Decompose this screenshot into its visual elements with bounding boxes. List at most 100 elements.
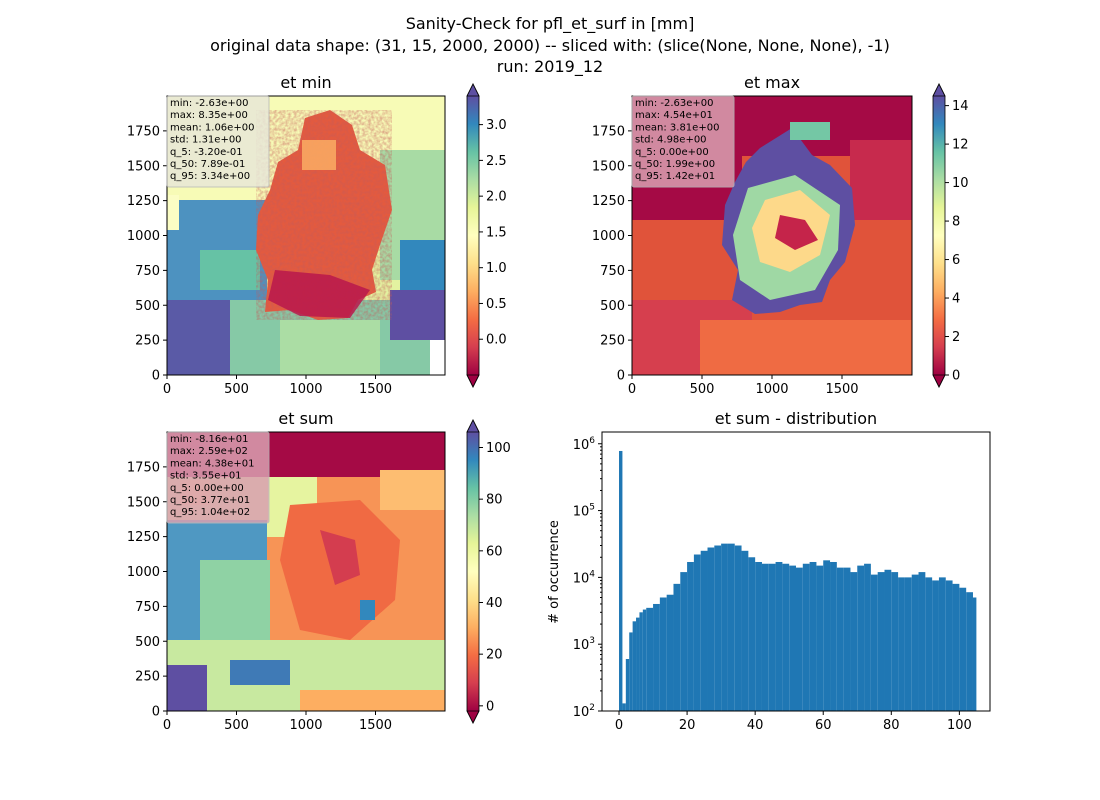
histogram-bars	[619, 450, 977, 711]
colorbar-tick-label: 0	[486, 699, 494, 714]
panel-et-max: et max 0 500 1000 1500 0 250 500 750 1000 1250 15…	[592, 73, 969, 397]
y-tick-label: 0	[152, 705, 160, 720]
y-tick-label: 1750	[127, 460, 160, 475]
y-tick-label: 750	[135, 264, 160, 279]
histogram-bar	[836, 567, 844, 711]
histogram-bar	[721, 543, 728, 711]
x-tick-label: 1000	[755, 382, 788, 397]
colorbar-gradient	[467, 432, 479, 711]
y-tick-label: 1500	[127, 159, 160, 174]
x-axis-ticks: 0 500 1000 1500	[163, 711, 392, 733]
y-tick-base: 10	[573, 438, 590, 453]
colorbar-tick-label: 12	[952, 138, 969, 153]
y-tick-label: 0	[152, 369, 160, 384]
stats-line: std: 1.31e+00	[170, 135, 242, 146]
colorbar-tick-label: 8	[952, 215, 960, 230]
colorbar-extend-min	[466, 374, 480, 388]
colorbar-tick-label: 2	[952, 330, 960, 345]
stats-line: q_5: 0.00e+00	[635, 147, 709, 158]
histogram-bar	[761, 563, 769, 711]
figure-title-line-2: original data shape: (31, 15, 2000, 2000…	[210, 36, 890, 55]
y-tick-label: 1000	[592, 229, 625, 244]
histogram-bar	[857, 565, 865, 711]
histogram-bar	[830, 561, 837, 711]
panel-et-sum: et sum 0 500 1000 1500 02505007501000125015…	[127, 409, 511, 733]
histogram-bar	[802, 563, 810, 711]
colorbar: 0 20 40 60 80 100	[466, 419, 511, 724]
stats-line: q_5: -3.20e-01	[170, 147, 243, 158]
y-tick-label: 1250	[127, 530, 160, 545]
histogram-bar	[734, 545, 742, 711]
x-tick-label: 0	[163, 718, 171, 733]
stats-box-background	[166, 95, 270, 188]
colorbar-tick-label: 60	[486, 544, 503, 559]
stats-line: mean: 1.06e+00	[170, 122, 254, 133]
y-tick-label: 102	[573, 703, 595, 720]
histogram-bar	[666, 594, 674, 711]
colorbar-tick-label: 20	[486, 648, 503, 663]
histogram-bar	[918, 572, 926, 711]
stats-line: max: 2.59e+02	[170, 446, 248, 457]
heatmap-et-max	[632, 96, 912, 375]
colorbar-tick-label: 80	[486, 493, 503, 508]
colorbar-gradient	[933, 96, 945, 375]
histogram-bar	[877, 572, 885, 711]
y-tick-exponent: 2	[589, 703, 595, 713]
histogram-bar	[870, 574, 878, 711]
x-tick-label: 0	[615, 718, 623, 733]
histogram-bar	[775, 561, 783, 711]
x-tick-label: 100	[947, 718, 972, 733]
colorbar-tick-label: 4	[952, 292, 960, 307]
x-tick-label: 60	[815, 718, 832, 733]
histogram-bar	[966, 592, 973, 711]
stats-line: q_95: 1.04e+02	[170, 507, 250, 518]
colorbar-extend-max	[932, 83, 946, 97]
colorbar-tick-label: 0.5	[486, 297, 507, 312]
histogram-bar	[755, 561, 762, 711]
y-tick-label: 500	[600, 299, 625, 314]
panel-et-sum-distribution: et sum - distribution 0 20 40 60 80 100 10210…	[547, 409, 991, 733]
stats-line: max: 4.54e+01	[635, 110, 713, 121]
y-tick-label: 250	[135, 334, 160, 349]
histogram-bar	[693, 554, 701, 711]
x-tick-label: 40	[747, 718, 764, 733]
histogram-bar	[904, 577, 912, 711]
stats-line: q_95: 3.34e+00	[170, 171, 250, 182]
x-tick-label: 500	[224, 718, 249, 733]
histogram-bar	[639, 612, 643, 711]
y-tick-base: 10	[573, 571, 590, 586]
y-tick-label: 1500	[592, 159, 625, 174]
histogram-bar	[843, 567, 851, 711]
x-tick-label: 1500	[359, 382, 392, 397]
colorbar-tick-label: 1.0	[486, 261, 507, 276]
x-tick-label: 500	[224, 382, 249, 397]
y-tick-exponent: 3	[589, 636, 595, 646]
y-tick-label: 103	[573, 636, 595, 653]
histogram-bar	[925, 577, 933, 711]
colorbar: 0.0 0.5 1.0 1.5 2.0 2.5 3.0	[466, 83, 507, 388]
histogram-bar	[823, 560, 831, 711]
histogram-bar	[809, 561, 817, 711]
x-tick-label: 1500	[359, 718, 392, 733]
histogram-bar	[945, 580, 953, 711]
histogram-bar	[700, 550, 708, 711]
histogram-bar	[727, 543, 735, 711]
stats-line: min: -2.63e+00	[170, 98, 249, 109]
colorbar-gradient	[467, 96, 479, 375]
colorbar-tick-label: 2.0	[486, 190, 507, 205]
figure-title-line-1: Sanity-Check for pfl_et_surf in [mm]	[406, 14, 695, 34]
stats-line: max: 8.35e+00	[170, 110, 248, 121]
x-tick-label: 1000	[289, 718, 322, 733]
stats-line: q_95: 1.42e+01	[635, 171, 715, 182]
x-tick-label: 1500	[825, 382, 858, 397]
panel-title-et-min: et min	[280, 73, 331, 92]
colorbar-extend-max	[466, 83, 480, 97]
y-tick-label: 0	[617, 369, 625, 384]
histogram-bar	[625, 659, 630, 711]
histogram-bar	[622, 703, 626, 711]
histogram-bar	[632, 621, 637, 711]
panel-title-et-sum: et sum	[278, 409, 333, 428]
stats-line: q_5: 0.00e+00	[170, 483, 244, 494]
